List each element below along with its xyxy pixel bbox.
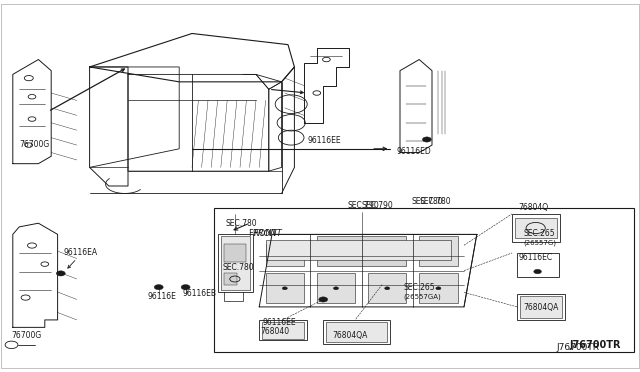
Text: SEC.790: SEC.790 xyxy=(362,201,394,210)
Bar xyxy=(317,236,406,266)
Text: SEC.790: SEC.790 xyxy=(348,201,380,210)
Bar xyxy=(517,294,565,320)
Bar xyxy=(419,273,458,303)
Text: 96116EC: 96116EC xyxy=(518,253,552,262)
Text: 96116EE: 96116EE xyxy=(307,136,341,145)
Text: FRONT: FRONT xyxy=(248,229,276,238)
Text: SEC.780: SEC.780 xyxy=(226,219,257,228)
Bar xyxy=(224,273,237,285)
Circle shape xyxy=(181,285,190,290)
Circle shape xyxy=(385,287,390,290)
Circle shape xyxy=(422,137,431,142)
Text: 76804Q: 76804Q xyxy=(518,203,548,212)
Bar xyxy=(214,208,634,352)
Text: SEC.265: SEC.265 xyxy=(524,229,555,238)
Bar xyxy=(419,236,458,266)
Text: 76700G: 76700G xyxy=(12,331,42,340)
Bar xyxy=(326,322,387,342)
Text: 76700G: 76700G xyxy=(19,140,49,149)
Circle shape xyxy=(534,269,541,274)
Text: SEC.265: SEC.265 xyxy=(403,283,435,292)
Circle shape xyxy=(436,287,441,290)
Bar xyxy=(517,253,559,277)
Bar xyxy=(317,273,355,303)
Circle shape xyxy=(56,271,65,276)
Bar xyxy=(515,218,557,238)
Text: SEC.780: SEC.780 xyxy=(222,263,253,272)
Text: (26557GA): (26557GA) xyxy=(403,294,441,300)
Circle shape xyxy=(333,287,339,290)
Text: SEC.780: SEC.780 xyxy=(419,198,451,206)
Text: 96116EE: 96116EE xyxy=(262,318,296,327)
Text: 96116E: 96116E xyxy=(147,292,176,301)
Bar xyxy=(266,244,304,266)
Text: (26557G): (26557G) xyxy=(524,240,557,246)
Bar xyxy=(259,320,307,340)
Text: 96116EA: 96116EA xyxy=(64,248,98,257)
Circle shape xyxy=(154,285,163,290)
Text: J76700TR: J76700TR xyxy=(557,343,600,352)
Bar xyxy=(323,320,390,344)
Bar xyxy=(266,240,451,260)
Bar xyxy=(221,236,250,290)
Bar xyxy=(224,244,246,262)
Bar xyxy=(368,273,406,303)
Text: 76804QA: 76804QA xyxy=(524,304,559,312)
Text: SEC.780: SEC.780 xyxy=(412,198,444,206)
Text: 96116ED: 96116ED xyxy=(397,147,431,156)
Text: 768040: 768040 xyxy=(260,327,290,336)
Text: 76804QA: 76804QA xyxy=(333,331,368,340)
Text: J76700TR: J76700TR xyxy=(570,340,621,350)
Bar xyxy=(262,322,304,339)
Circle shape xyxy=(319,297,328,302)
Text: 96116EB: 96116EB xyxy=(182,289,216,298)
Circle shape xyxy=(282,287,287,290)
Bar xyxy=(520,296,562,318)
Bar xyxy=(218,234,253,292)
Bar xyxy=(266,273,304,303)
Text: FRONT: FRONT xyxy=(254,229,283,238)
Bar xyxy=(512,214,560,242)
